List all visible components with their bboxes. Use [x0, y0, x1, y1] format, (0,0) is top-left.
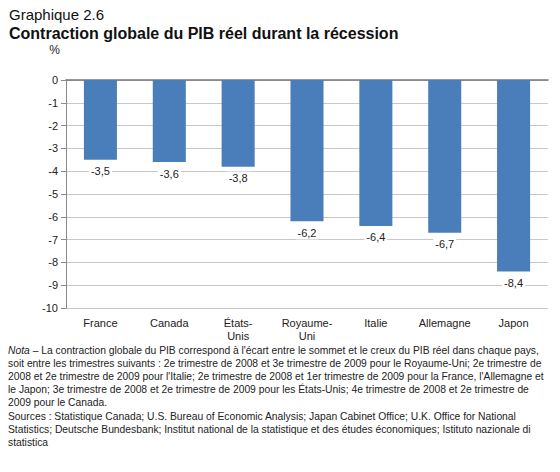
svg-text:Canada: Canada: [150, 317, 189, 329]
svg-text:-3,5: -3,5: [91, 165, 110, 177]
svg-text:-1: -1: [48, 97, 58, 109]
svg-text:Uni: Uni: [299, 330, 316, 342]
svg-text:Graphique 2.6: Graphique 2.6: [9, 6, 104, 23]
svg-text:-6,2: -6,2: [298, 227, 317, 239]
svg-text:Allemagne: Allemagne: [419, 317, 471, 329]
svg-text:%: %: [49, 43, 60, 57]
svg-text:Japon: Japon: [499, 317, 529, 329]
svg-text:-6: -6: [48, 211, 58, 223]
svg-text:-3,8: -3,8: [229, 172, 248, 184]
svg-text:-9: -9: [48, 279, 58, 291]
html-text:Sources : Statistique Canada;: Sources : Statistique Canada; U.S. Burea…: [8, 411, 531, 448]
svg-text:Unis: Unis: [227, 330, 250, 342]
svg-text:-4: -4: [48, 165, 58, 177]
svg-text:0: 0: [52, 74, 58, 86]
svg-text:-2: -2: [48, 120, 58, 132]
svg-text:-10: -10: [42, 302, 58, 314]
svg-text:États-: États-: [224, 317, 253, 329]
svg-text:-5: -5: [48, 188, 58, 200]
svg-text:France: France: [83, 317, 117, 329]
svg-text:-7: -7: [48, 234, 58, 246]
svg-text:-8,4: -8,4: [504, 277, 523, 289]
svg-text:Contraction globale du PIB rée: Contraction globale du PIB réel durant l…: [9, 25, 398, 42]
svg-text:-8: -8: [48, 256, 58, 268]
svg-text:-6,7: -6,7: [435, 238, 454, 250]
svg-text:-3,6: -3,6: [160, 168, 179, 180]
svg-text:Italie: Italie: [364, 317, 387, 329]
svg-text:Royaume-: Royaume-: [282, 317, 333, 329]
html-text:Nota – La contraction globale: Nota – La contraction globale du PIB cor…: [8, 345, 544, 408]
svg-text:-6,4: -6,4: [366, 231, 385, 243]
svg-text:-3: -3: [48, 142, 58, 154]
